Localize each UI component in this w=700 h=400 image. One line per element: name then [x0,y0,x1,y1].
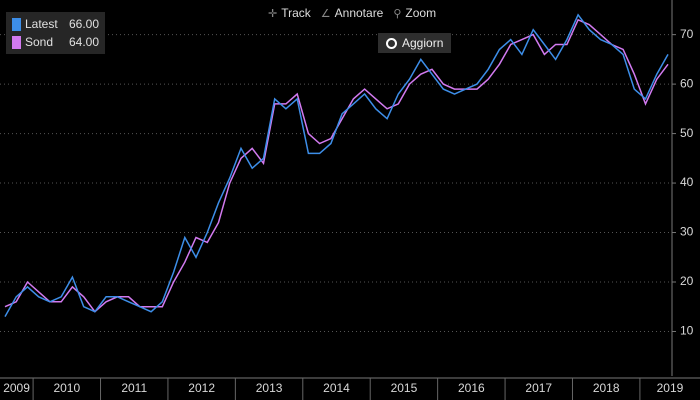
y-tick-label: 10 [680,324,694,338]
y-tick-label: 30 [680,225,694,239]
zoom-button[interactable]: ⚲ Zoom [393,6,437,20]
y-tick-label: 60 [680,76,694,90]
track-button[interactable]: ✛ Track [268,6,311,20]
legend: Latest 66.00 Sond 64.00 [6,12,106,54]
x-tick-label: 2014 [323,381,350,395]
legend-entry: Latest 66.00 [12,15,99,33]
x-tick-label: 2017 [525,381,552,395]
toolbar: ✛ Track ∠ Annotare ⚲ Zoom [268,6,436,20]
x-tick-label: 2010 [53,381,80,395]
refresh-button[interactable]: Aggiorn [378,33,452,53]
zoom-label: Zoom [405,6,437,20]
x-tick-label: 2019 [657,381,684,395]
x-tick-label: 2011 [121,381,147,395]
legend-swatch [12,17,21,31]
legend-value: 66.00 [69,17,100,31]
legend-name: Sond [25,35,54,49]
track-label: Track [281,6,311,20]
x-tick-label: 2012 [188,381,215,395]
legend-value: 64.00 [69,35,100,49]
y-tick-label: 70 [680,27,694,41]
legend-name: Latest [25,17,58,31]
x-tick-label: 2009 [3,381,30,395]
series-line [4,13,669,317]
series-line [4,18,669,313]
annotate-button[interactable]: ∠ Annotare [320,6,384,20]
legend-entry: Sond 64.00 [12,33,99,51]
x-tick-label: 2018 [593,381,620,395]
legend-swatch [12,35,21,49]
y-tick-label: 50 [680,126,694,140]
y-tick-label: 20 [680,274,694,288]
x-tick-label: 2015 [391,381,418,395]
y-tick-label: 40 [680,175,694,189]
x-tick-label: 2013 [256,381,283,395]
x-tick-label: 2016 [458,381,485,395]
refresh-label: Aggiorn [402,36,444,50]
annotate-label: Annotare [334,6,384,20]
